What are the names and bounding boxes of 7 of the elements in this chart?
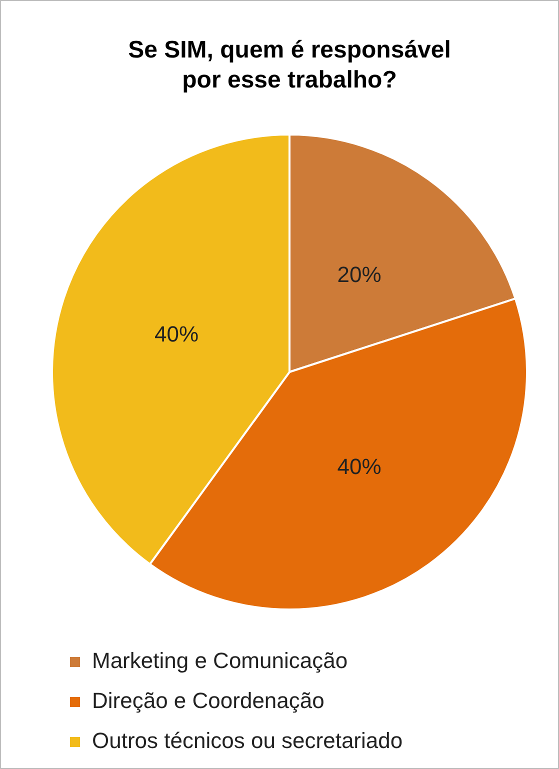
chart-title: Se SIM, quem é responsável por esse trabalho?	[128, 36, 451, 94]
data-label: 20%	[337, 262, 382, 287]
legend-label: Outros técnicos ou secretariado	[92, 728, 403, 754]
legend-label: Marketing e Comunicação	[92, 648, 348, 674]
data-label: 40%	[154, 321, 199, 346]
data-label: 40%	[337, 454, 382, 480]
legend-label: Direção e Coordenação	[92, 688, 324, 714]
